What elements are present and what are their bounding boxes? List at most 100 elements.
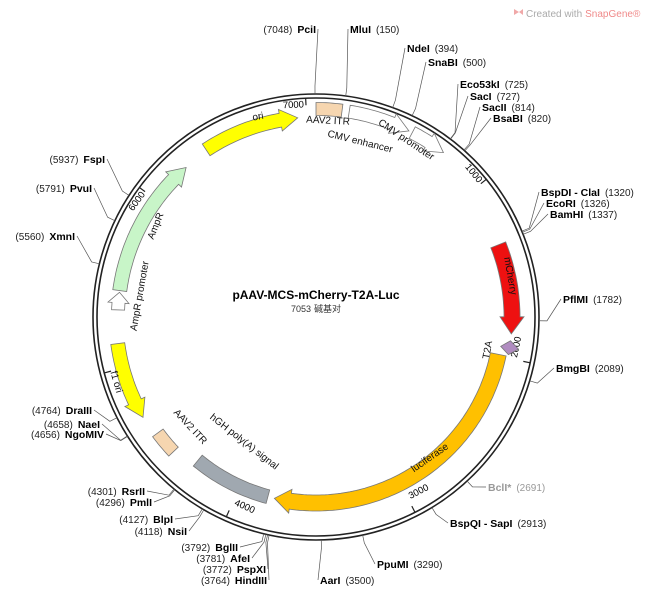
feature-shape: [112, 166, 187, 292]
site-position: (4118): [135, 527, 163, 538]
site-label: BspQI - SapI (2913): [450, 518, 546, 530]
feature-shape: [201, 108, 299, 157]
site-label: SacI (727): [470, 91, 520, 103]
feature-shape: [347, 104, 410, 134]
feature-label: AmpR promoter: [129, 260, 152, 332]
site-label: (3772) PspXI: [203, 564, 266, 576]
plasmid-length: 7053 碱基对: [291, 303, 341, 314]
site-leader: [464, 117, 492, 152]
watermark-text: Created with SnapGene®: [526, 9, 641, 20]
site-position: (2691): [516, 483, 545, 494]
site-name: NaeI: [78, 419, 100, 431]
watermark-prefix: Created with: [526, 9, 582, 20]
tick-mark: [523, 360, 531, 364]
site-name: PflMI: [563, 294, 588, 306]
site-label: (5937) FspI: [50, 154, 106, 166]
site-position: (820): [528, 114, 551, 125]
site-label: SacII (814): [482, 102, 535, 114]
watermark: Created with SnapGene®: [514, 9, 641, 20]
site-position: (2089): [595, 364, 624, 375]
site-label: (4118) NsiI: [135, 526, 188, 538]
site-name: NgoMIV: [65, 429, 104, 441]
tick-mark: [480, 178, 487, 185]
site-leader: [522, 213, 549, 235]
site-position: (394): [435, 44, 458, 55]
site-label: BamHI (1337): [550, 209, 617, 221]
site-leader: [392, 47, 406, 108]
backbone-inner: [96, 97, 536, 537]
site-label: (4764) DraIII: [32, 405, 92, 417]
feature-shape: [273, 352, 507, 514]
site-leader: [174, 508, 203, 520]
feature-label: hGH poly(A) signal: [207, 412, 280, 472]
site-position: (3781): [196, 554, 225, 565]
site-label: (4127) BlpI: [119, 514, 173, 526]
site-name: XmnI: [49, 231, 75, 243]
site-position: (1320): [605, 188, 634, 199]
site-position: (1782): [593, 295, 622, 306]
tick-label: 4000: [233, 498, 257, 517]
site-leader: [411, 61, 427, 116]
watermark-brand: SnapGene®: [585, 9, 641, 20]
backbone-outer: [92, 93, 540, 541]
site-position: (1326): [581, 199, 610, 210]
tick-mark: [411, 505, 416, 513]
site-position: (727): [497, 92, 520, 103]
site-label: PpuMI (3290): [377, 559, 442, 571]
site-label: Eco53kI (725): [460, 79, 528, 91]
site-position: (3772): [203, 565, 232, 576]
site-name: MluI: [350, 24, 371, 36]
site-name: BmgBI: [556, 363, 590, 375]
site-leader: [146, 488, 175, 496]
tick-mark: [139, 187, 146, 193]
site-leader: [105, 433, 128, 441]
site-position: (4301): [88, 487, 117, 498]
site-leader: [521, 191, 540, 232]
site-label: AarI (3500): [320, 575, 374, 587]
site-position: (3792): [181, 543, 210, 554]
site-label: (7048) PciI: [263, 24, 316, 36]
site-label: (4296) PmlI: [96, 497, 152, 509]
site-leader: [314, 28, 319, 95]
site-label: EcoRI (1326): [546, 198, 610, 210]
site-leader: [267, 534, 270, 581]
site-name: AfeI: [230, 553, 250, 565]
site-label: BmgBI (2089): [556, 363, 624, 375]
site-name: HindIII: [235, 575, 267, 587]
site-position: (5937): [50, 155, 79, 166]
site-label: (3792) BglII: [181, 542, 238, 554]
site-name: PciI: [297, 24, 316, 36]
feature-shape: [110, 342, 146, 418]
site-leader: [431, 507, 449, 524]
site-name: PmlI: [130, 497, 152, 509]
feature-shape: [192, 454, 271, 504]
site-leader: [463, 106, 481, 151]
site-leader: [362, 534, 376, 565]
site-name: BsaBI: [493, 113, 523, 125]
feature-shape: [490, 241, 525, 335]
site-label: (4658) NaeI: [44, 419, 100, 431]
site-position: (3500): [345, 576, 374, 587]
site-leader: [153, 489, 176, 503]
site-position: (4127): [119, 515, 148, 526]
site-label: BclI* (2691): [488, 482, 545, 494]
site-name: BglII: [215, 542, 238, 554]
length-unit: 碱基对: [314, 303, 341, 314]
site-leader: [450, 95, 469, 140]
site-position: (814): [512, 103, 535, 114]
site-name: SnaBI: [428, 57, 458, 69]
site-leader: [251, 534, 267, 559]
site-position: (3290): [414, 560, 443, 571]
site-position: (5791): [36, 184, 65, 195]
site-position: (4764): [32, 406, 61, 417]
site-name: PvuI: [70, 183, 92, 195]
site-leader: [538, 298, 562, 322]
site-name: AarI: [320, 575, 341, 587]
site-position: (4656): [31, 430, 60, 441]
site-label: (5791) PvuI: [36, 183, 92, 195]
feature-shape: [500, 340, 520, 356]
site-name: NdeI: [407, 43, 430, 55]
feature-shape: [408, 126, 445, 154]
site-name: BspQI - SapI: [450, 518, 513, 530]
